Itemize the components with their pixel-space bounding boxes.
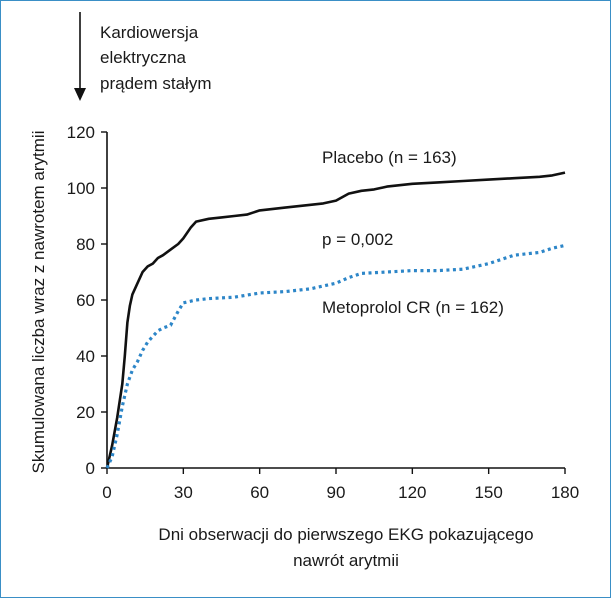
metoprolol-series-line (105, 243, 566, 469)
x-tick-label: 0 (102, 483, 111, 502)
x-tick-label: 30 (174, 483, 193, 502)
x-axis-label-line-1: Dni obserwacji do pierwszego EKG pokazuj… (158, 525, 533, 544)
x-tick-label: 60 (250, 483, 269, 502)
marker-label-line-2: elektryczna (100, 48, 187, 67)
y-axis-label: Skumulowana liczba wraz z nawrotem arytm… (29, 131, 48, 474)
x-tick-label: 150 (474, 483, 502, 502)
x-tick-label: 180 (551, 483, 579, 502)
marker-label-line-1: Kardiowersja (100, 23, 199, 42)
placebo-series-line (105, 171, 566, 469)
cardioversion-arrow-head (74, 88, 86, 101)
y-tick-label: 20 (76, 403, 95, 422)
y-tick-label: 120 (67, 123, 95, 142)
y-tick-label: 60 (76, 291, 95, 310)
marker-label-line-3: prądem stałym (100, 74, 211, 93)
y-tick-label: 80 (76, 235, 95, 254)
p-value-label: p = 0,002 (322, 230, 393, 249)
y-tick-label: 40 (76, 347, 95, 366)
y-tick-label: 0 (86, 459, 95, 478)
axes: 0 20 40 60 80 100 120 0 30 60 90 120 150 180 (67, 123, 580, 502)
y-tick-label: 100 (67, 179, 95, 198)
x-tick-label: 120 (398, 483, 426, 502)
x-tick-label: 90 (327, 483, 346, 502)
x-axis-label-line-2: nawrót arytmii (293, 551, 399, 570)
series-label-metoprolol: Metoprolol CR (n = 162) (322, 298, 504, 317)
series-label-placebo: Placebo (n = 163) (322, 148, 457, 167)
series-layer (105, 171, 566, 469)
